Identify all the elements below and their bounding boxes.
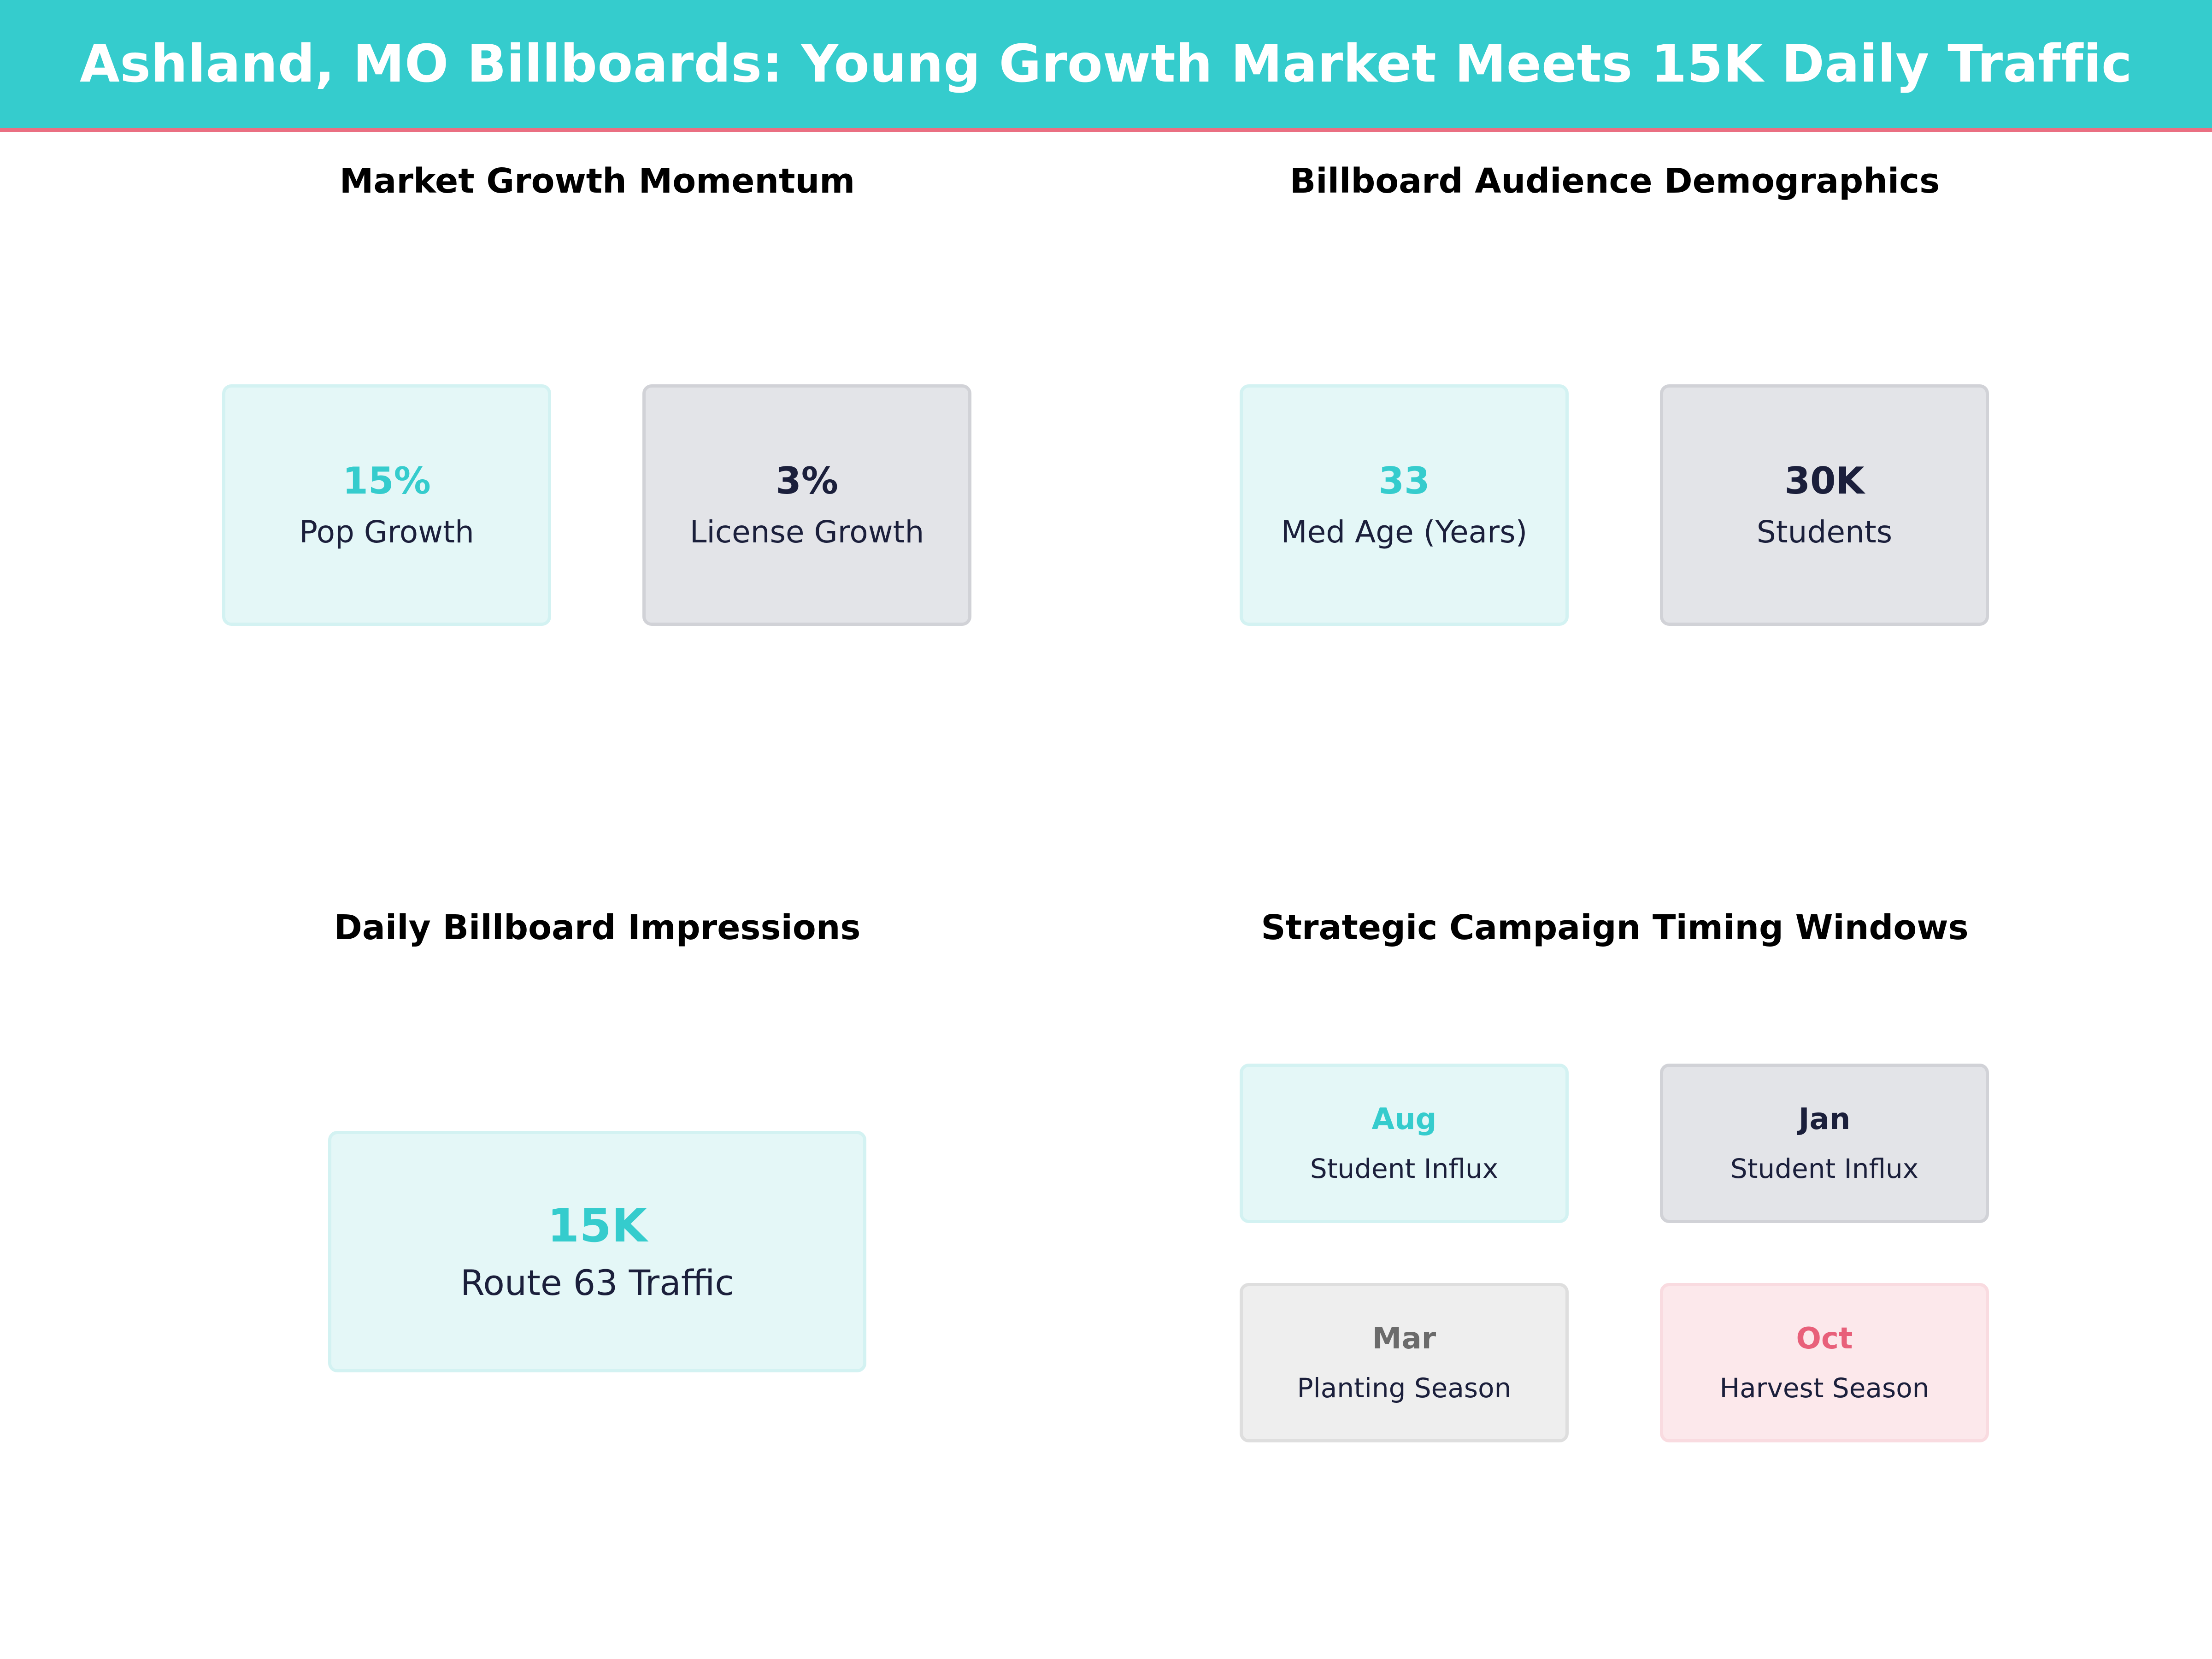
timing-label-mar: Planting Season [1297,1372,1512,1404]
growth-section-title: Market Growth Momentum [339,161,855,201]
timing-card-jan: Jan Student Influx [1660,1064,1989,1223]
timing-card-aug: Aug Student Influx [1240,1064,1569,1223]
median-age-value: 33 [1378,459,1430,502]
students-label: Students [1756,514,1893,550]
timing-card-oct: Oct Harvest Season [1660,1283,1989,1442]
timing-month-jan: Jan [1798,1102,1851,1136]
pop-growth-label: Pop Growth [299,514,474,550]
route-63-traffic-value: 15K [547,1199,647,1253]
header-banner: Ashland, MO Billboards: Young Growth Mar… [0,0,2212,132]
license-growth-value: 3% [776,459,838,502]
route-63-traffic-label: Route 63 Traffic [460,1262,734,1303]
median-age-card: 33 Med Age (Years) [1240,384,1569,626]
pop-growth-card: 15% Pop Growth [222,384,551,626]
students-card: 30K Students [1660,384,1989,626]
timing-month-mar: Mar [1372,1322,1436,1356]
timing-month-aug: Aug [1371,1102,1437,1136]
demographics-section-title: Billboard Audience Demographics [1289,161,1940,201]
timing-label-jan: Student Influx [1730,1153,1919,1184]
route-63-traffic-card: 15K Route 63 Traffic [328,1131,866,1372]
impressions-section-title: Daily Billboard Impressions [334,908,861,947]
students-value: 30K [1784,459,1865,502]
timing-label-oct: Harvest Season [1719,1372,1930,1404]
timing-month-oct: Oct [1796,1322,1853,1356]
license-growth-card: 3% License Growth [642,384,971,626]
timing-section-title: Strategic Campaign Timing Windows [1261,908,1969,947]
median-age-label: Med Age (Years) [1281,514,1528,550]
timing-label-aug: Student Influx [1310,1153,1499,1184]
pop-growth-value: 15% [342,459,431,502]
license-growth-label: License Growth [689,514,924,550]
page-title: Ashland, MO Billboards: Young Growth Mar… [80,34,2132,94]
timing-card-mar: Mar Planting Season [1240,1283,1569,1442]
